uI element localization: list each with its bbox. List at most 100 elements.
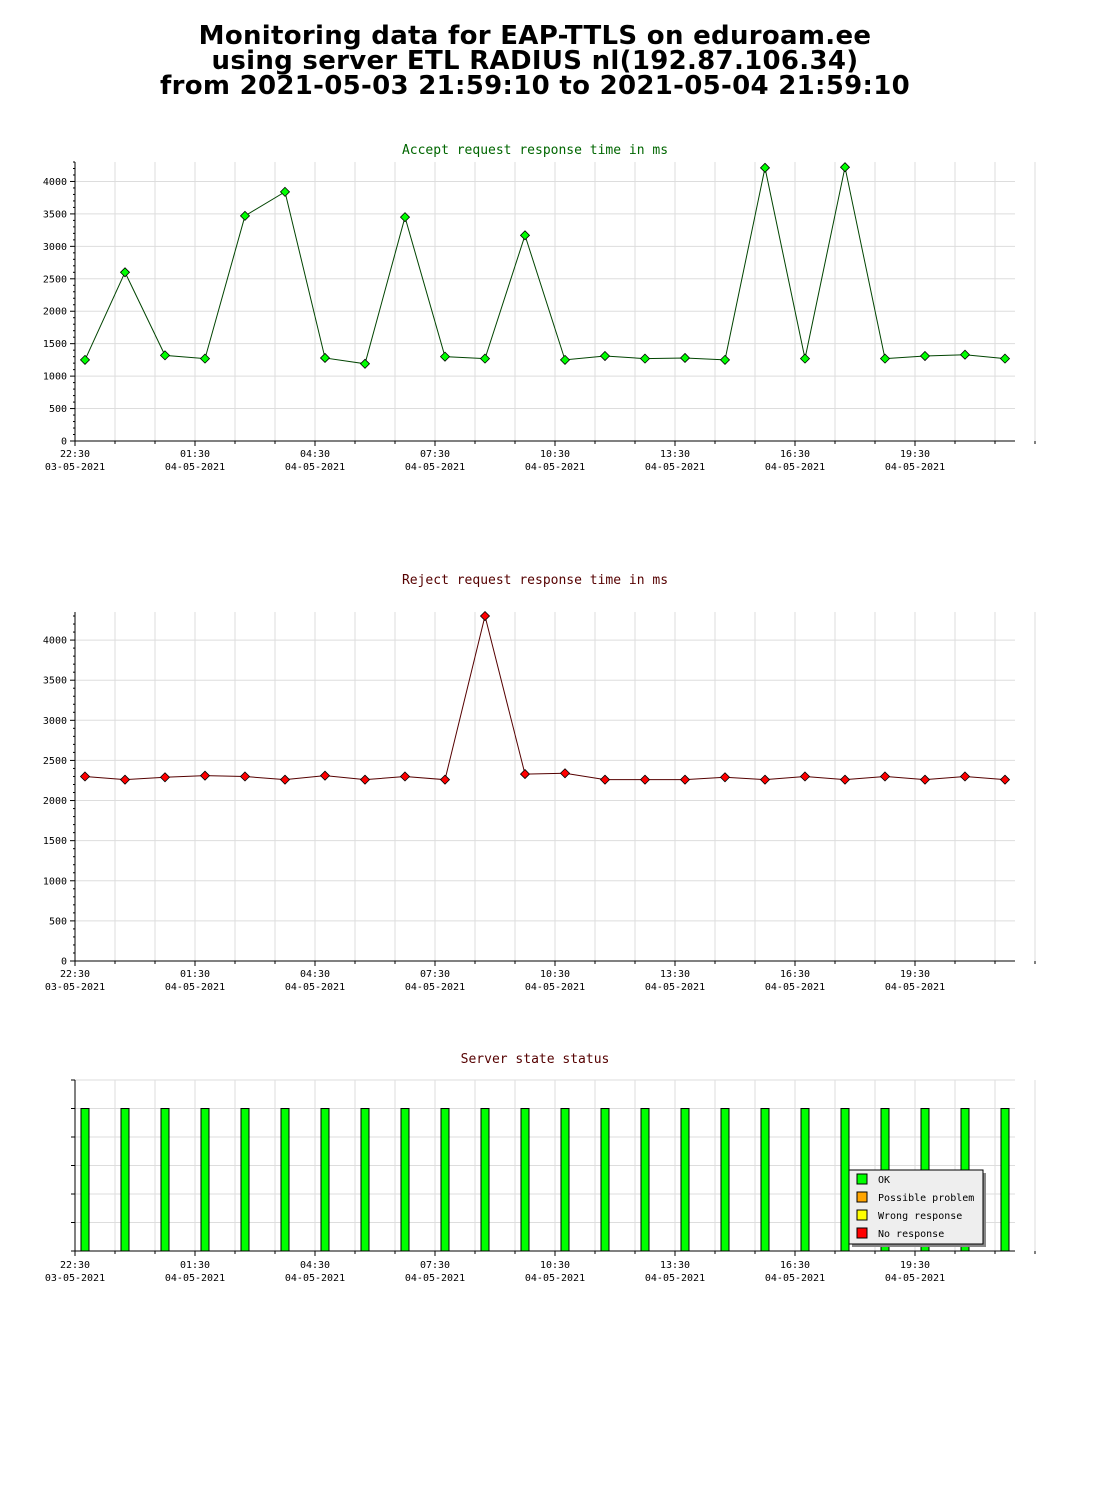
- y-tick-label: 2500: [43, 274, 67, 285]
- x-tick-label-date: 04-05-2021: [285, 462, 345, 473]
- status-bar: [360, 1108, 370, 1252]
- status-bar: [1000, 1108, 1010, 1252]
- x-tick-label-date: 04-05-2021: [885, 982, 945, 993]
- x-tick-label-date: 04-05-2021: [765, 462, 825, 473]
- data-point: [599, 774, 611, 785]
- y-tick-label: 4000: [43, 177, 67, 188]
- data-point: [999, 774, 1011, 785]
- x-tick-label-date: 04-05-2021: [405, 982, 465, 993]
- data-point: [559, 354, 571, 365]
- legend-box: [848, 1169, 984, 1245]
- chart-3: Server state status 22:30 03-05-2021 01:30 0…: [45, 1052, 1036, 1284]
- data-point: [439, 351, 451, 362]
- x-tick-label-time: 01:30: [180, 969, 210, 980]
- x-tick-label-date: 03-05-2021: [45, 1273, 105, 1284]
- page-title-line-1: Monitoring data for EAP-TTLS on eduroam.…: [198, 21, 872, 51]
- data-point: [799, 353, 811, 364]
- data-point: [679, 352, 691, 364]
- data-point: [239, 771, 251, 782]
- x-tick-label-date: 04-05-2021: [165, 1273, 225, 1284]
- data-point: [759, 774, 771, 785]
- data-point: [759, 162, 771, 173]
- legend-swatch: [856, 1191, 868, 1203]
- x-tick-label-date: 04-05-2021: [405, 462, 465, 473]
- data-point: [639, 774, 651, 785]
- y-tick-label: 3000: [43, 716, 67, 727]
- status-bar: [400, 1108, 410, 1252]
- data-point: [399, 212, 411, 223]
- x-tick-label-date: 03-05-2021: [45, 462, 105, 473]
- chart-2: Reject request response time in ms 0 500 10…: [43, 573, 1036, 993]
- status-bar: [840, 1108, 850, 1252]
- x-tick-label-date: 04-05-2021: [525, 1273, 585, 1284]
- data-point: [319, 770, 331, 781]
- status-bar: [480, 1108, 490, 1252]
- x-tick-label-time: 19:30: [900, 1260, 930, 1271]
- data-point: [79, 771, 91, 782]
- x-tick-label-time: 13:30: [660, 969, 690, 980]
- x-tick-label-time: 04:30: [300, 449, 330, 460]
- legend-label: No response: [878, 1229, 944, 1240]
- x-tick-label-date: 04-05-2021: [405, 1273, 465, 1284]
- legend-swatch: [856, 1173, 868, 1185]
- data-point: [279, 186, 291, 197]
- x-tick-label-time: 07:30: [420, 1260, 450, 1271]
- status-bar: [600, 1108, 610, 1252]
- y-tick-label: 4000: [43, 636, 67, 647]
- x-tick-label-date: 04-05-2021: [285, 1273, 345, 1284]
- legend-swatch: [856, 1209, 868, 1221]
- x-tick-label-time: 13:30: [660, 449, 690, 460]
- chart-title: Accept request response time in ms: [402, 143, 668, 158]
- x-tick-label-time: 07:30: [420, 449, 450, 460]
- data-point: [359, 774, 371, 785]
- data-point: [719, 772, 731, 783]
- data-point: [119, 774, 131, 785]
- y-tick-label: 500: [49, 404, 67, 415]
- x-tick-label-time: 16:30: [780, 969, 810, 980]
- x-tick-label-date: 04-05-2021: [765, 1273, 825, 1284]
- data-point: [79, 354, 91, 365]
- x-tick-label-time: 10:30: [540, 449, 570, 460]
- data-point: [799, 771, 811, 782]
- data-point: [439, 774, 451, 785]
- status-bar: [240, 1108, 250, 1252]
- status-bar: [200, 1108, 210, 1252]
- x-tick-label-date: 04-05-2021: [885, 462, 945, 473]
- legend-label: Possible problem: [878, 1193, 974, 1204]
- data-point: [359, 358, 371, 369]
- x-tick-label-time: 19:30: [900, 969, 930, 980]
- data-point: [159, 350, 171, 361]
- data-point: [479, 353, 491, 364]
- x-tick-label-date: 04-05-2021: [165, 462, 225, 473]
- y-tick-label: 2000: [43, 307, 67, 318]
- status-bar: [560, 1108, 570, 1252]
- legend: OK Possible problem Wrong response No respo…: [848, 1169, 986, 1247]
- data-point: [959, 771, 971, 782]
- data-point: [199, 353, 211, 364]
- data-point: [519, 230, 531, 241]
- x-tick-label-date: 04-05-2021: [525, 462, 585, 473]
- series-line: [84, 167, 1006, 365]
- data-point: [119, 267, 131, 278]
- y-tick-label: 0: [61, 957, 67, 968]
- x-tick-label-time: 01:30: [180, 449, 210, 460]
- data-point: [159, 772, 171, 783]
- status-bar: [760, 1108, 770, 1252]
- status-bar: [800, 1108, 810, 1252]
- chart-1: Accept request response time in ms 0 500 10…: [43, 143, 1036, 473]
- grid: [74, 1079, 1036, 1251]
- x-tick-label-time: 22:30: [60, 1260, 90, 1271]
- data-point: [839, 162, 851, 173]
- x-tick-label-date: 04-05-2021: [645, 982, 705, 993]
- page-title-line-3: from 2021-05-03 21:59:10 to 2021-05-04 2…: [159, 71, 911, 101]
- y-tick-label: 3500: [43, 209, 67, 220]
- y-tick-label: 2000: [43, 796, 67, 807]
- x-tick-label-time: 10:30: [540, 1260, 570, 1271]
- y-tick-label: 1000: [43, 876, 67, 887]
- y-tick-label: 1000: [43, 372, 67, 383]
- status-bar: [440, 1108, 450, 1252]
- y-tick-label: 3500: [43, 676, 67, 687]
- legend-label: Wrong response: [878, 1211, 962, 1222]
- data-point: [479, 610, 491, 622]
